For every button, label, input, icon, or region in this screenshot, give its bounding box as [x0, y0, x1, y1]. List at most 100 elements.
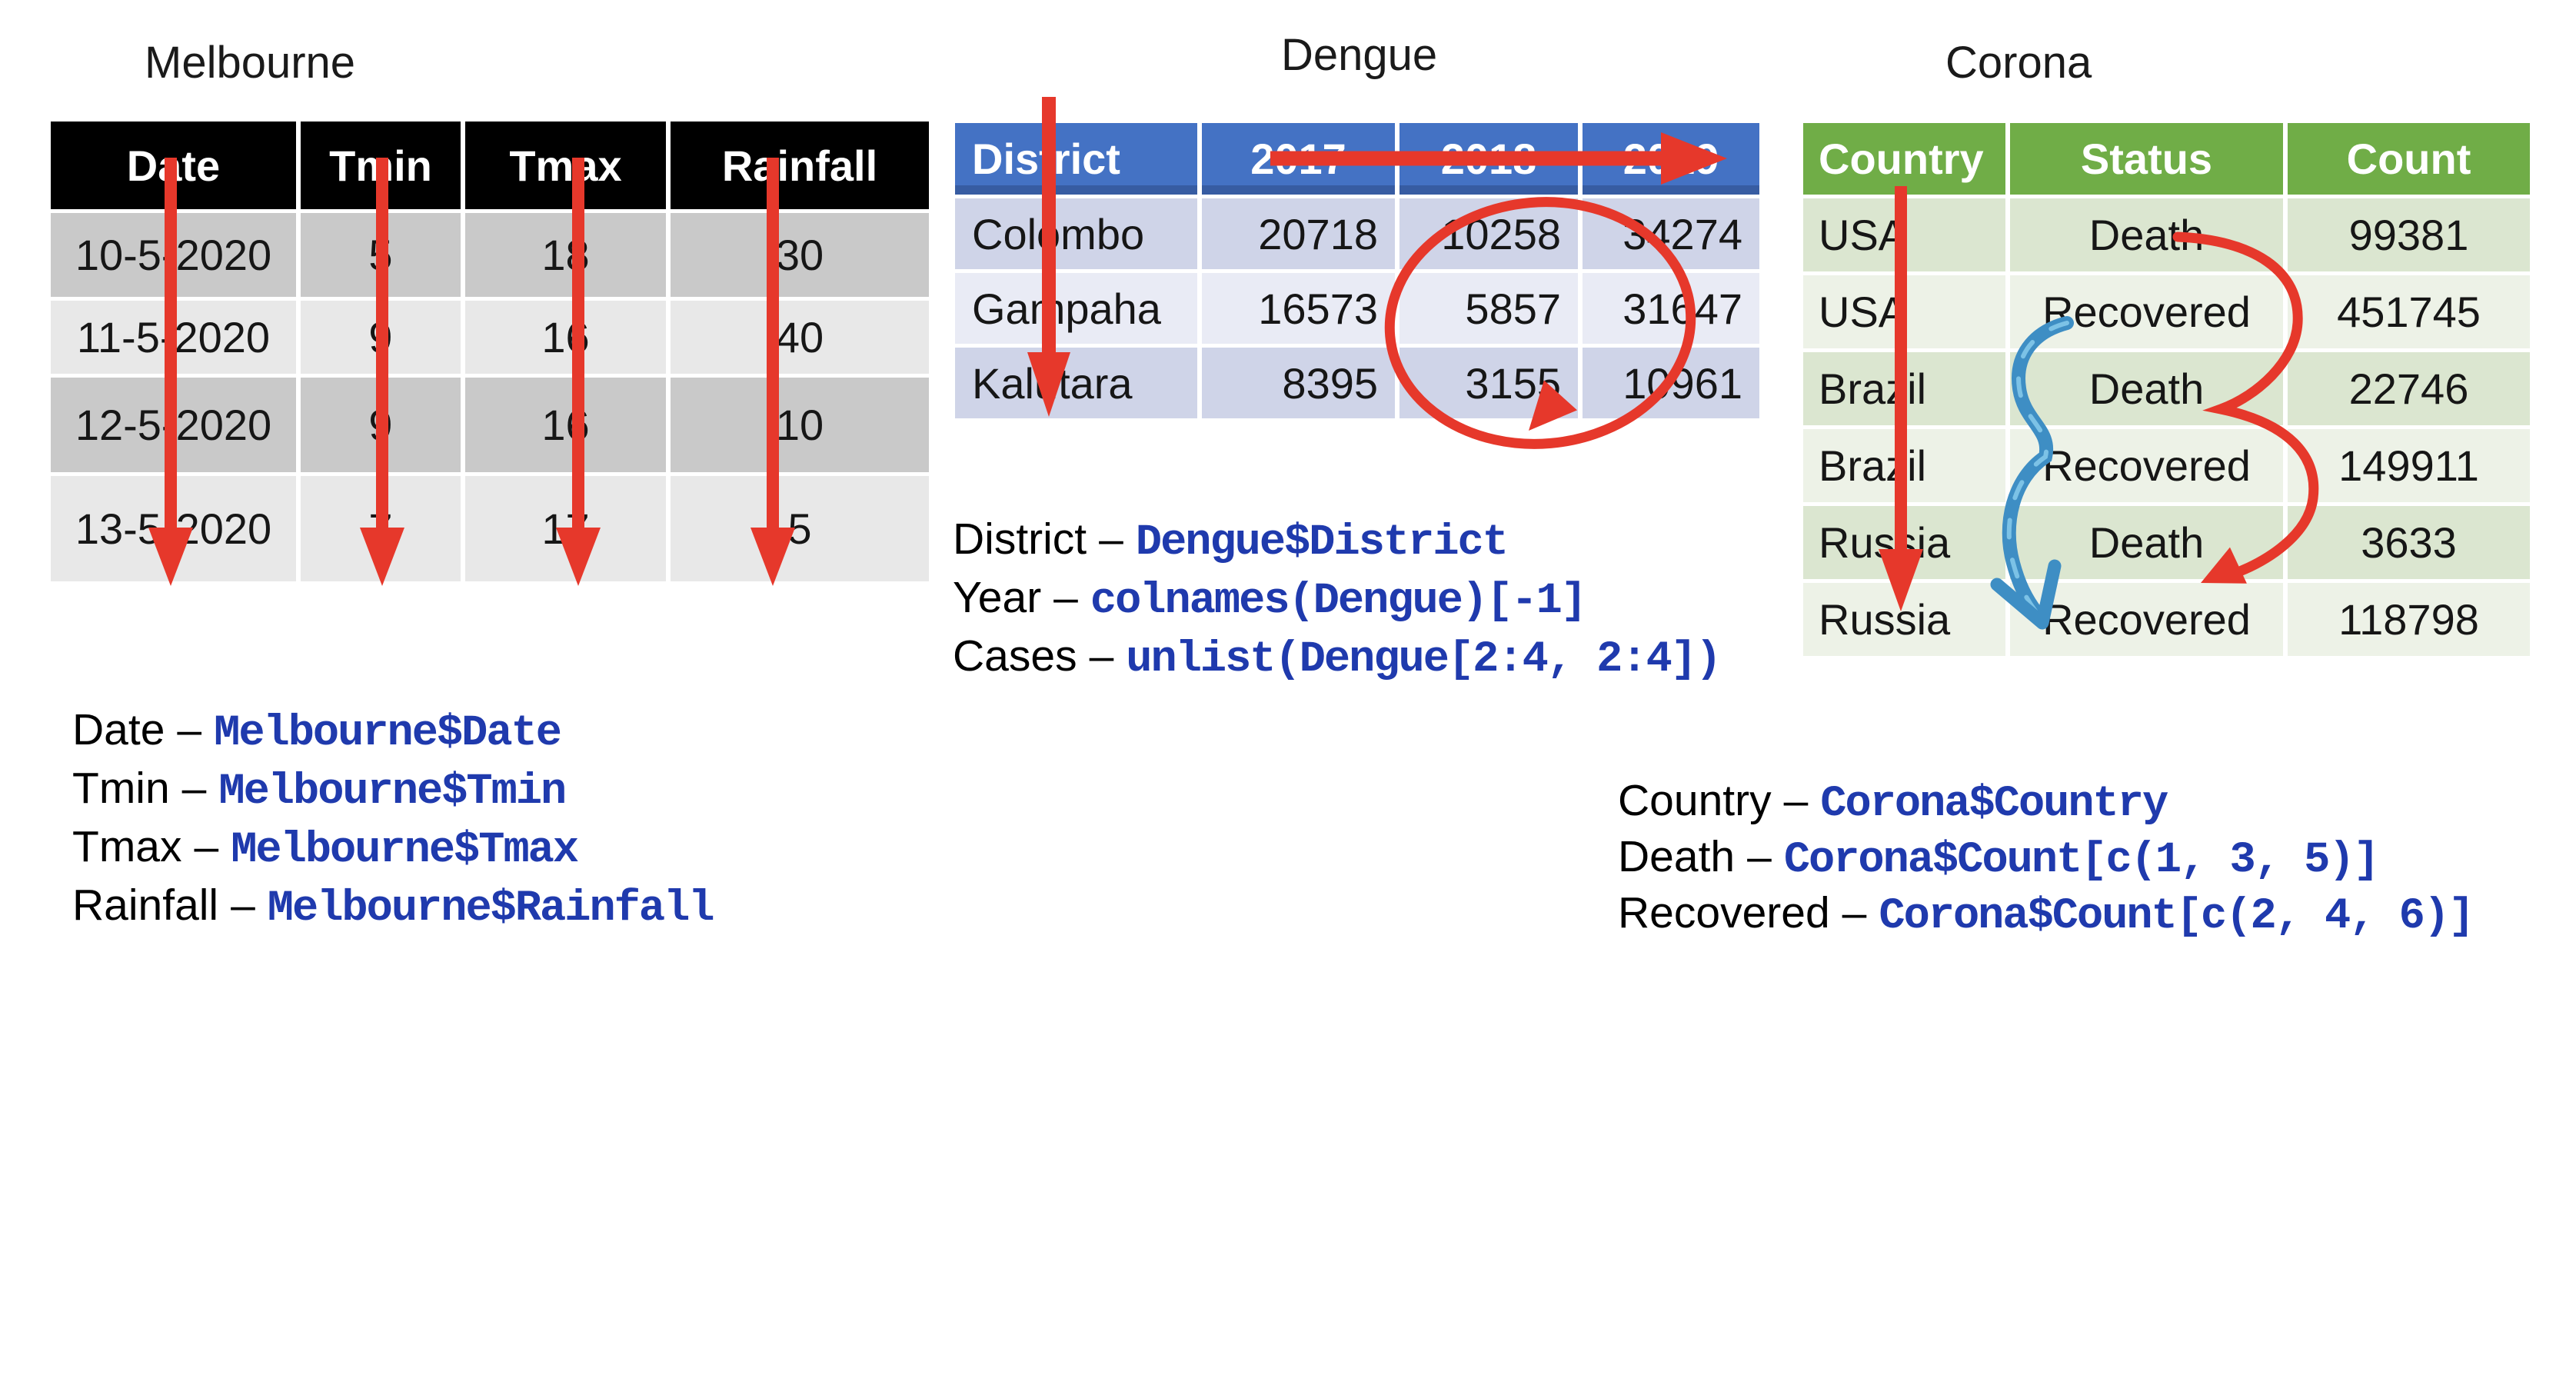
annotation-dash: –	[231, 881, 255, 930]
cell-country: USA	[1803, 198, 2010, 275]
cell-tmax: 16	[465, 378, 671, 476]
annotation-code: Melbourne$Tmax	[231, 826, 579, 875]
annotation-label: Recovered	[1618, 888, 1830, 937]
header-row: District 2017 2018 2019	[955, 123, 1759, 198]
annotation-label: Death	[1618, 832, 1736, 881]
annotation-label: Date	[72, 705, 165, 754]
cell-country: Russia	[1803, 583, 2010, 660]
cell-tmax: 17	[465, 476, 671, 585]
column-header-2017: 2017	[1202, 123, 1399, 198]
dengue-title: Dengue	[1281, 30, 1438, 80]
cell-date: 13-5-2020	[51, 476, 301, 585]
cell-date: 10-5-2020	[51, 213, 301, 301]
annotation-dash: –	[1747, 832, 1772, 881]
cell-status: Recovered	[2010, 583, 2288, 660]
table-row: 13-5-2020 7 17 5	[51, 476, 929, 585]
annotation-code: Corona$Country	[1820, 780, 2168, 829]
column-header-tmin: Tmin	[301, 122, 465, 213]
cell-count: 3633	[2288, 506, 2530, 583]
annotation-label: District	[953, 514, 1087, 564]
annotation-line: Tmin – Melbourne$Tmin	[72, 763, 714, 821]
cell-date: 12-5-2020	[51, 378, 301, 476]
annotation-code: Corona$Count[c(1, 3, 5)]	[1783, 836, 2380, 885]
annotation-code: Melbourne$Date	[214, 709, 562, 758]
cell-tmin: 9	[301, 301, 465, 378]
annotation-line: Cases – unlist(Dengue[2:4, 2:4])	[953, 631, 1722, 689]
cell-district: Gampaha	[955, 273, 1202, 348]
cell-tmin: 7	[301, 476, 465, 585]
cell-district: Kalutara	[955, 348, 1202, 422]
annotation-line: Date – Melbourne$Date	[72, 704, 714, 763]
cell-tmax: 16	[465, 301, 671, 378]
melbourne-table: Date Tmin Tmax Rainfall 10-5-2020 5 18 3…	[51, 122, 929, 585]
cell-status: Recovered	[2010, 429, 2288, 506]
dengue-table: District 2017 2018 2019 Colombo 20718 10…	[955, 123, 1759, 422]
cell-2019: 31647	[1583, 273, 1759, 348]
annotation-line: Rainfall – Melbourne$Rainfall	[72, 880, 714, 938]
header-row: Date Tmin Tmax Rainfall	[51, 122, 929, 213]
annotation-dash: –	[177, 705, 202, 754]
cell-district: Colombo	[955, 198, 1202, 273]
column-header-rainfall: Rainfall	[671, 122, 929, 213]
column-header-status: Status	[2010, 123, 2288, 198]
annotation-dash: –	[1842, 888, 1867, 937]
column-header-district: District	[955, 123, 1202, 198]
corona-code-annotations: Country – Corona$Country Death – Corona$…	[1618, 775, 2474, 944]
cell-count: 22746	[2288, 352, 2530, 429]
annotation-label: Year	[953, 573, 1042, 622]
dengue-code-annotations: District – Dengue$District Year – colnam…	[953, 514, 1722, 689]
cell-count: 149911	[2288, 429, 2530, 506]
table-row: Colombo 20718 10258 34274	[955, 198, 1759, 273]
cell-count: 99381	[2288, 198, 2530, 275]
annotation-code: Dengue$District	[1135, 518, 1509, 568]
cell-2017: 20718	[1202, 198, 1399, 273]
annotation-line: Year – colnames(Dengue)[-1]	[953, 572, 1720, 631]
annotation-dash: –	[1099, 514, 1123, 564]
melbourne-code-annotations: Date – Melbourne$Date Tmin – Melbourne$T…	[72, 704, 714, 938]
column-header-date: Date	[51, 122, 301, 213]
annotation-code: Melbourne$Rainfall	[267, 884, 715, 934]
annotation-line: Tmax – Melbourne$Tmax	[72, 821, 714, 880]
annotation-label: Cases	[953, 631, 1077, 681]
annotation-line: Country – Corona$Country	[1618, 775, 2473, 831]
annotation-label: Tmin	[72, 764, 170, 813]
header-row: Country Status Count	[1803, 123, 2530, 198]
annotation-dash: –	[1053, 573, 1078, 622]
annotation-line: District – Dengue$District	[953, 514, 1720, 572]
annotation-label: Rainfall	[72, 881, 219, 930]
corona-table: Country Status Count USA Death 99381 USA…	[1803, 123, 2530, 660]
table-row: Russia Death 3633	[1803, 506, 2530, 583]
column-header-2019: 2019	[1583, 123, 1759, 198]
cell-rainfall: 30	[671, 213, 929, 301]
column-header-count: Count	[2288, 123, 2530, 198]
table-row: USA Recovered 451745	[1803, 275, 2530, 352]
cell-status: Death	[2010, 352, 2288, 429]
table-row: 11-5-2020 9 16 40	[51, 301, 929, 378]
cell-tmax: 18	[465, 213, 671, 301]
annotation-dash: –	[181, 764, 207, 813]
annotation-label: Country	[1618, 776, 1772, 825]
cell-status: Death	[2010, 506, 2288, 583]
annotation-code: Melbourne$Tmin	[218, 767, 567, 817]
cell-2018: 3155	[1399, 348, 1583, 422]
annotation-dash: –	[1783, 776, 1809, 825]
cell-country: Russia	[1803, 506, 2010, 583]
cell-rainfall: 10	[671, 378, 929, 476]
cell-2018: 10258	[1399, 198, 1583, 273]
cell-2017: 16573	[1202, 273, 1399, 348]
column-header-country: Country	[1803, 123, 2010, 198]
cell-rainfall: 5	[671, 476, 929, 585]
table-row: USA Death 99381	[1803, 198, 2530, 275]
annotation-code: colnames(Dengue)[-1]	[1090, 577, 1587, 626]
cell-2019: 34274	[1583, 198, 1759, 273]
column-header-2018: 2018	[1399, 123, 1583, 198]
annotation-label: Tmax	[72, 822, 182, 871]
annotation-line: Recovered – Corona$Count[c(2, 4, 6)]	[1618, 887, 2474, 944]
corona-title: Corona	[1945, 38, 2092, 88]
column-header-tmax: Tmax	[465, 122, 671, 213]
table-row: Brazil Recovered 149911	[1803, 429, 2530, 506]
cell-date: 11-5-2020	[51, 301, 301, 378]
annotation-code: unlist(Dengue[2:4, 2:4])	[1126, 635, 1722, 684]
table-row: Gampaha 16573 5857 31647	[955, 273, 1759, 348]
table-row: Russia Recovered 118798	[1803, 583, 2530, 660]
